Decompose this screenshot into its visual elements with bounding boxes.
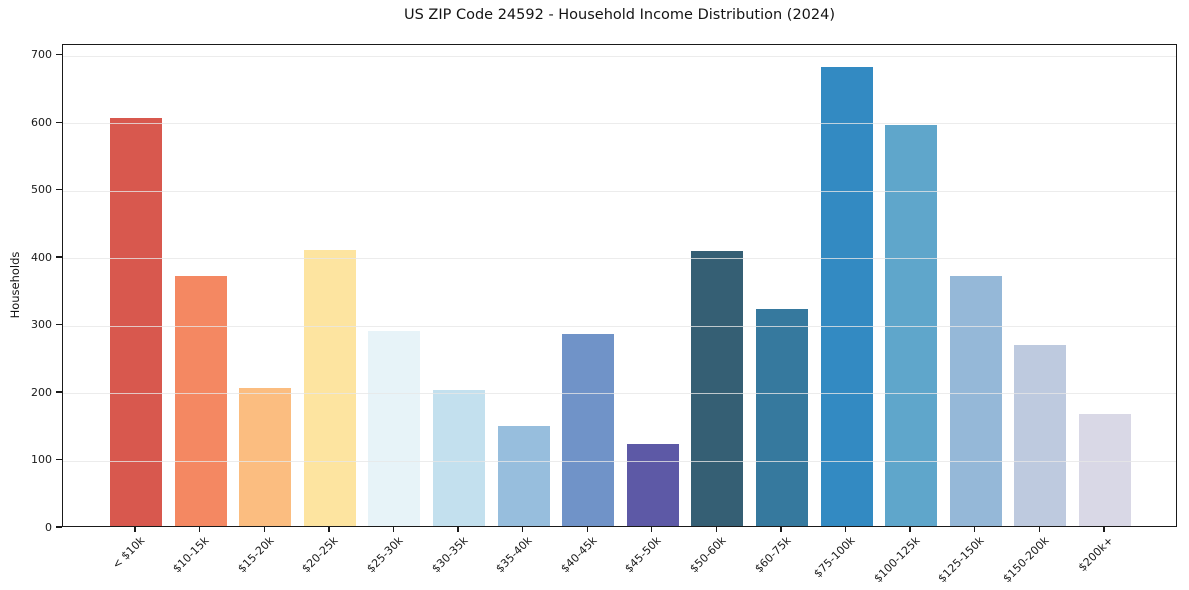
y-tick-mark-100 [56,458,62,461]
x-tick-label-$75-100k: $75-100k [811,534,858,581]
bar-$200k+ [1078,414,1131,526]
x-tick-mark-$25-30k [392,527,395,532]
y-tick-label-700: 700 [31,48,52,62]
bar-$50-60k [691,250,744,526]
gridline-700 [63,55,1176,57]
x-tick-mark-$35-40k [521,527,524,532]
bar-$25-30k [368,331,421,526]
x-tick-label-< $10k: < $10k [109,534,148,572]
x-tick-label-$50-60k: $50-60k [687,534,729,576]
bar-$10-15k [174,275,227,526]
bar-$35-40k [497,426,550,526]
y-tick-mark-700 [56,54,62,56]
x-tick-mark-$200k+ [1103,527,1105,532]
bar-$40-45k [562,334,615,526]
x-tick-label-$200k+: $200k+ [1076,534,1117,575]
y-tick-mark-0 [56,526,62,528]
gridline-100 [63,460,1176,462]
gridline-400 [63,258,1176,260]
x-tick-mark-$100-125k [909,527,911,532]
y-tick-mark-300 [56,323,62,326]
gridline-200 [63,393,1176,395]
x-tick-mark-$45-50k [651,527,653,532]
bar-$75-100k [820,66,873,526]
gridline-300 [63,325,1176,327]
x-tick-label-$125-150k: $125-150k [935,534,987,586]
y-tick-label-100: 100 [31,453,52,467]
y-tick-label-500: 500 [31,183,52,197]
x-tick-label-$10-15k: $10-15k [170,534,212,576]
bar-< $10k [110,117,163,526]
bar-$15-20k [239,388,292,526]
chart-title: US ZIP Code 24592 - Household Income Dis… [403,7,836,23]
bar-$150-200k [1014,344,1067,526]
y-tick-label-0: 0 [45,520,52,534]
bar-$60-75k [755,309,808,526]
x-tick-mark-$10-15k [198,527,201,532]
gridline-600 [63,123,1176,125]
x-tick-label-$15-20k: $15-20k [235,534,277,576]
x-tick-mark-$20-25k [328,527,330,532]
x-tick-label-$40-45k: $40-45k [558,534,600,576]
y-tick-label-200: 200 [31,385,52,399]
y-tick-mark-500 [56,189,62,191]
y-tick-mark-600 [56,121,62,123]
x-tick-label-$20-25k: $20-25k [299,534,342,576]
y-tick-label-300: 300 [31,318,52,332]
x-tick-mark-$40-45k [586,527,588,532]
x-tick-label-$150-200k: $150-200k [1000,534,1052,586]
x-tick-label-$60-75k: $60-75k [751,534,794,576]
y-tick-label-600: 600 [31,115,52,129]
x-tick-label-$30-35k: $30-35k [428,534,471,576]
y-tick-mark-200 [56,391,62,393]
bar-$20-25k [303,250,356,526]
x-tick-mark-$150-200k [1038,527,1041,532]
bar-$125-150k [949,276,1002,526]
x-tick-mark-$75-100k [844,527,847,532]
y-tick-label-400: 400 [31,250,52,264]
x-tick-mark-$15-20k [263,527,265,532]
x-tick-mark-$60-75k [780,527,782,532]
x-tick-mark-$30-35k [457,527,459,532]
x-tick-mark-$50-60k [715,527,718,532]
x-tick-label-$45-50k: $45-50k [622,534,664,576]
x-tick-label-$35-40k: $35-40k [493,534,535,576]
x-tick-label-$100-125k: $100-125k [871,534,923,586]
bar-$100-125k [885,124,938,526]
bar-$45-50k [626,443,679,526]
y-tick-mark-400 [56,256,62,258]
bar-$30-35k [433,390,486,526]
x-tick-label-$25-30k: $25-30k [364,534,406,576]
gridline-500 [63,190,1176,192]
plot-area [62,44,1177,527]
x-tick-mark-< $10k [134,527,136,532]
x-tick-mark-$125-150k [974,527,976,532]
